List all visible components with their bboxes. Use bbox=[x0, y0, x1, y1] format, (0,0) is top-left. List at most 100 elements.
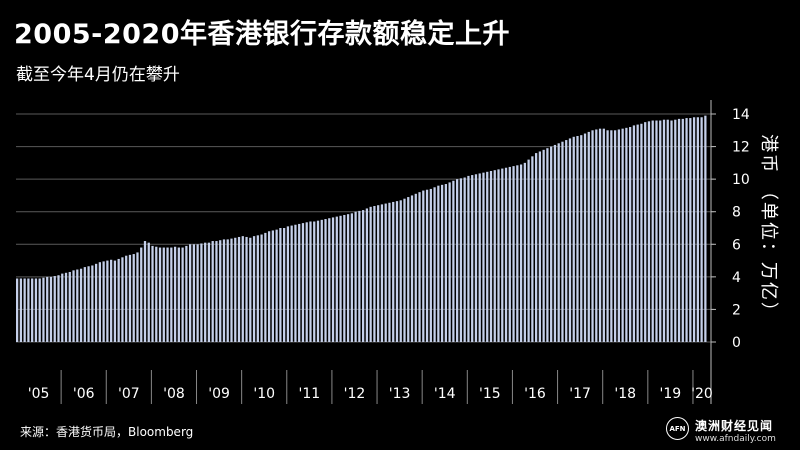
bar bbox=[512, 166, 515, 342]
bar bbox=[587, 131, 590, 342]
bar bbox=[527, 159, 530, 342]
x-tick-label: '10 bbox=[253, 386, 275, 402]
x-tick-label: '12 bbox=[344, 386, 366, 402]
bar bbox=[166, 247, 169, 342]
bar bbox=[158, 247, 162, 342]
bar bbox=[38, 278, 41, 342]
x-tick-label: '20 bbox=[691, 386, 713, 402]
bar bbox=[324, 219, 327, 342]
bar bbox=[373, 206, 376, 342]
bar bbox=[219, 240, 222, 342]
bar bbox=[621, 128, 624, 342]
bar bbox=[83, 267, 86, 342]
bar bbox=[328, 218, 331, 342]
bar bbox=[339, 215, 342, 342]
bar bbox=[57, 275, 60, 342]
bar bbox=[143, 241, 147, 342]
bar bbox=[241, 236, 244, 342]
bar bbox=[440, 184, 444, 342]
bar bbox=[557, 143, 560, 342]
bar bbox=[49, 276, 53, 342]
bar bbox=[392, 201, 395, 342]
bar bbox=[493, 170, 496, 342]
bar bbox=[200, 243, 203, 342]
bar bbox=[580, 135, 583, 342]
bar bbox=[185, 245, 188, 342]
bar bbox=[19, 278, 23, 342]
chart-title: 2005-2020年香港银行存款额稳定上升 bbox=[14, 19, 510, 50]
x-tick-label: '06 bbox=[73, 386, 95, 402]
bar bbox=[516, 165, 519, 342]
bar bbox=[685, 118, 688, 342]
y-tick-label: 14 bbox=[732, 107, 750, 123]
bar bbox=[629, 127, 632, 342]
y-axis-label: 港币 （单位：万亿） bbox=[758, 134, 779, 322]
bar bbox=[535, 153, 538, 342]
bar bbox=[425, 189, 429, 342]
bar bbox=[98, 262, 101, 342]
bar bbox=[132, 254, 135, 342]
bar bbox=[170, 247, 173, 342]
bar bbox=[531, 156, 534, 342]
bar bbox=[617, 129, 620, 342]
bar bbox=[42, 277, 45, 342]
x-tick-label: '17 bbox=[569, 386, 591, 402]
bar bbox=[399, 200, 402, 342]
bar bbox=[674, 119, 677, 342]
bar bbox=[313, 221, 316, 342]
bar bbox=[486, 171, 489, 342]
bar bbox=[456, 179, 459, 342]
bar bbox=[474, 174, 478, 342]
bar bbox=[177, 247, 180, 342]
bar bbox=[211, 241, 214, 342]
brand-watermark: AFN 澳洲财经见闻 www.afndaily.com bbox=[664, 414, 800, 450]
bar bbox=[681, 118, 684, 342]
bar bbox=[365, 208, 369, 342]
bar bbox=[72, 270, 75, 342]
bar bbox=[196, 244, 199, 342]
bar bbox=[68, 271, 71, 342]
bar bbox=[677, 118, 681, 342]
bar bbox=[230, 238, 233, 342]
bar bbox=[523, 162, 526, 342]
y-tick-label: 0 bbox=[732, 335, 741, 351]
bar bbox=[414, 193, 417, 342]
bar bbox=[395, 201, 399, 342]
x-tick-label: '07 bbox=[118, 386, 140, 402]
bar bbox=[403, 198, 406, 342]
bar bbox=[655, 120, 658, 342]
bar bbox=[452, 180, 455, 342]
bar bbox=[632, 125, 636, 343]
bar bbox=[471, 175, 474, 342]
bar bbox=[290, 225, 293, 342]
gridlines bbox=[16, 113, 714, 343]
bar bbox=[354, 211, 357, 342]
x-tick-label: '15 bbox=[479, 386, 501, 402]
bar bbox=[335, 216, 338, 342]
x-tick-label: '16 bbox=[524, 386, 546, 402]
bar bbox=[610, 130, 613, 342]
bar bbox=[704, 115, 707, 342]
bar bbox=[377, 205, 380, 342]
bar bbox=[459, 178, 463, 342]
source-note: 来源：香港货币局，Bloomberg bbox=[20, 425, 194, 439]
bar bbox=[192, 244, 196, 342]
bar bbox=[245, 236, 248, 342]
bar bbox=[215, 241, 218, 342]
bar bbox=[700, 117, 703, 342]
bar bbox=[140, 247, 143, 342]
x-tick-label: '19 bbox=[660, 386, 682, 402]
bar bbox=[298, 223, 301, 342]
bar bbox=[267, 231, 271, 342]
bar bbox=[433, 187, 436, 342]
bar bbox=[546, 148, 549, 342]
bar bbox=[437, 185, 440, 342]
bar bbox=[151, 245, 154, 342]
bar bbox=[61, 273, 64, 342]
bar bbox=[91, 265, 94, 342]
y-tick-label: 2 bbox=[732, 302, 741, 318]
bar bbox=[155, 246, 158, 342]
bar bbox=[110, 259, 113, 342]
bar bbox=[489, 171, 493, 342]
bar bbox=[128, 254, 132, 342]
